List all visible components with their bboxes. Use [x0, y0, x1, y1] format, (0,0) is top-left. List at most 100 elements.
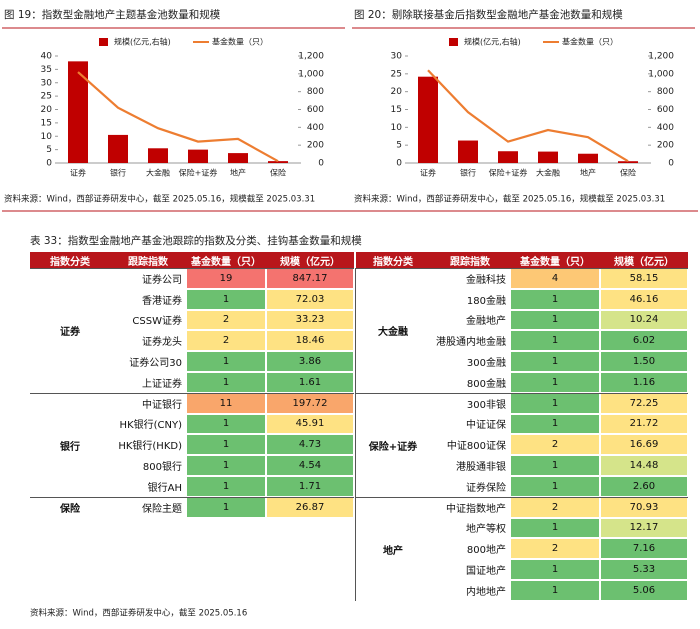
index-name: 800银行 [142, 462, 182, 474]
row-rule [110, 496, 354, 498]
row-rule [110, 392, 354, 394]
fund-scale: 7.16 [600, 538, 688, 560]
fund-scale: 1.61 [266, 372, 354, 393]
table-source: 资料来源：Wind，西部证券研发中心，截至 2025.05.16 [30, 608, 247, 619]
x-tick-label: 地产 [230, 168, 246, 178]
y-tick-label: 30 [391, 52, 403, 62]
bar [418, 76, 438, 163]
fund-scale: 6.02 [600, 330, 688, 352]
y-tick-label: 5 [46, 145, 52, 155]
y2-tick-label: 600 [307, 105, 324, 115]
fund-count: 11 [186, 392, 266, 414]
y2-tick-label: 0 [668, 159, 674, 169]
bar [538, 151, 558, 163]
source: 资料来源：Wind，西部证券研发中心，截至 2025.05.16，规模截至 20… [354, 194, 665, 205]
table-header: 基金数量（只） [186, 252, 266, 268]
fund-count: 1 [510, 309, 600, 331]
y-tick-label: 0 [396, 159, 402, 169]
fund-count: 19 [186, 268, 266, 289]
bar [148, 148, 168, 163]
index-name: 中证银行 [142, 399, 182, 411]
table-header: 指数分类 [30, 252, 110, 268]
index-name: 上证证券 [142, 378, 182, 390]
x-tick-label: 保险 [270, 168, 286, 178]
figure-title: 图 20：剔除联接基金后指数型金融地产基金池数量和规模 [354, 8, 623, 21]
index-name: CSSW证券 [132, 316, 182, 328]
bar [498, 151, 518, 163]
fund-count: 1 [186, 351, 266, 372]
fund-count: 1 [510, 351, 600, 372]
y2-tick-label: 1,000 [648, 69, 674, 79]
fund-scale: 46.16 [600, 288, 688, 310]
legend-label: 规模(亿元,右轴) [114, 37, 171, 47]
y2-tick-label: 1,200 [298, 52, 324, 62]
index-name: 中证证保 [466, 420, 506, 432]
index-name: 证券公司 [142, 274, 182, 286]
fund-count: 1 [186, 413, 266, 435]
index-name: 中证指数地产 [446, 503, 506, 515]
fund-scale: 5.06 [600, 580, 688, 601]
fund-count: 1 [510, 372, 600, 393]
fund-count: 1 [510, 559, 600, 580]
index-name: 300金融 [466, 358, 506, 370]
index-name: 300非银 [466, 399, 506, 411]
line-series [427, 69, 629, 163]
side-rule [355, 268, 356, 601]
y-tick-label: 15 [41, 118, 52, 128]
fund-count: 1 [510, 517, 600, 539]
fund-count: 1 [510, 455, 600, 476]
bar [108, 134, 128, 163]
index-name: 中证800证保 [446, 441, 506, 453]
table-header: 规模（亿元） [600, 252, 688, 268]
x-tick-label: 保险 [620, 168, 636, 178]
y-tick-label: 40 [41, 52, 53, 62]
y2-tick-label: 1,200 [648, 52, 674, 62]
category: 银行 [30, 392, 110, 497]
figure-title: 图 19：指数型金融地产主题基金池数量和规模 [4, 8, 221, 21]
y2-tick-label: 800 [657, 87, 674, 97]
table-header: 基金数量（只） [510, 252, 600, 268]
fund-count: 2 [510, 434, 600, 456]
index-name: 180金融 [466, 295, 506, 307]
index-name: 港股通非银 [456, 462, 506, 474]
index-name: 内地地产 [466, 586, 506, 598]
source: 资料来源：Wind，西部证券研发中心，截至 2025.05.16，规模截至 20… [4, 194, 315, 205]
index-name: 证券龙头 [142, 337, 182, 349]
fund-scale: 4.54 [266, 455, 354, 476]
legend-label: 基金数量（只） [212, 37, 268, 47]
fund-scale: 58.15 [600, 268, 688, 289]
table-title: 表 33：指数型金融地产基金池跟踪的指数及分类、挂钩基金数量和规模 [30, 234, 362, 247]
fund-scale: 847.17 [266, 268, 354, 289]
y-tick-label: 25 [41, 92, 52, 102]
index-name: 银行AH [147, 482, 182, 494]
fund-count: 1 [510, 288, 600, 310]
x-tick-label: 保险+证券 [489, 168, 528, 178]
bar [268, 161, 288, 163]
y-tick-label: 20 [41, 105, 53, 115]
x-tick-label: 保险+证券 [179, 168, 218, 178]
fund-scale: 1.50 [600, 351, 688, 372]
bar [618, 161, 638, 163]
fund-count: 1 [186, 476, 266, 497]
y-tick-label: 10 [391, 123, 403, 133]
table-header: 规模（亿元） [266, 252, 354, 268]
y-tick-label: 30 [41, 78, 53, 88]
fund-count: 1 [510, 330, 600, 352]
y-tick-label: 10 [41, 132, 53, 142]
bar [578, 153, 598, 163]
fund-scale: 3.86 [266, 351, 354, 372]
category: 地产 [356, 496, 430, 601]
category: 证券 [30, 268, 110, 393]
x-tick-label: 证券 [70, 168, 86, 178]
fund-scale: 2.60 [600, 476, 688, 497]
line-series [77, 71, 279, 163]
index-name: 保险主题 [142, 503, 182, 515]
fund-scale: 197.72 [266, 392, 354, 414]
index-name: 证券公司30 [129, 358, 182, 370]
index-name: 金融科技 [466, 274, 506, 286]
legend-swatch [449, 38, 458, 46]
y-tick-label: 20 [391, 87, 403, 97]
index-name: 国证地产 [466, 566, 506, 578]
fund-count: 1 [510, 413, 600, 435]
